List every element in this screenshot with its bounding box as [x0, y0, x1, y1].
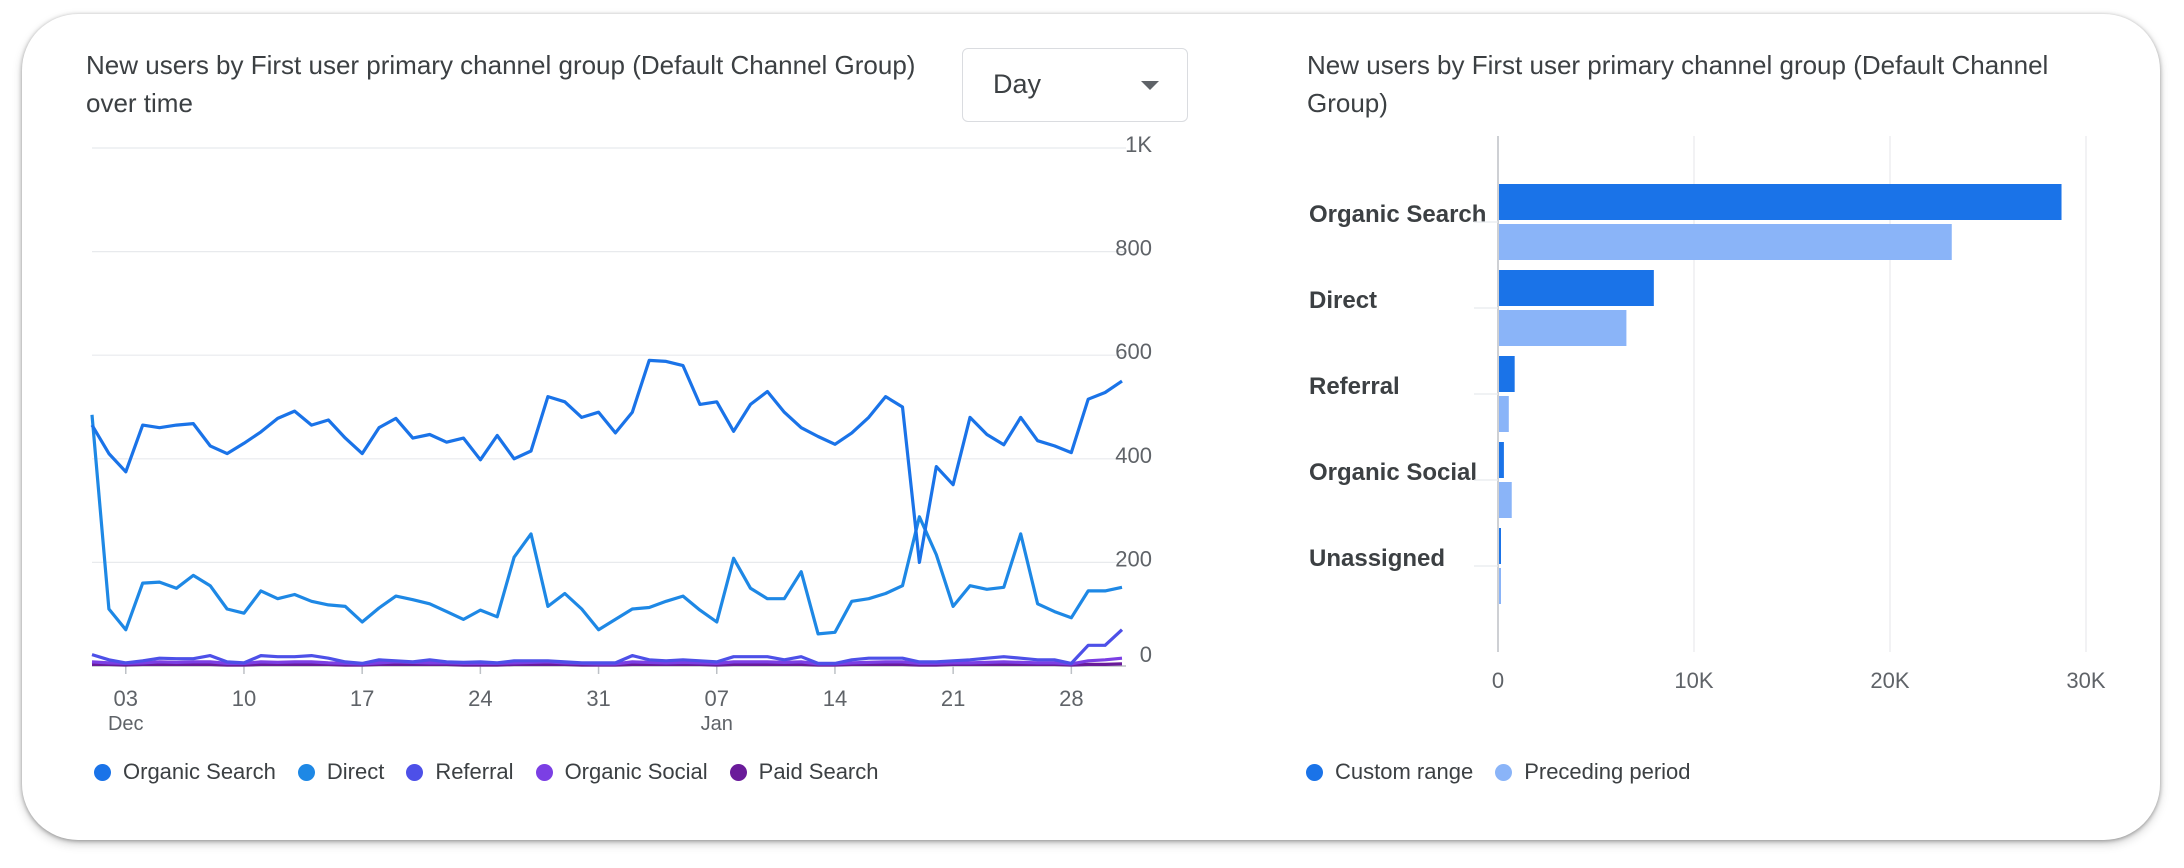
- category-label: Referral: [1309, 373, 1400, 400]
- bar-custom-range[interactable]: [1499, 528, 1501, 564]
- y-tick-label: 1K: [1125, 132, 1152, 157]
- y-tick-label: 600: [1115, 339, 1152, 364]
- x-tick-sublabel: Dec: [108, 713, 144, 735]
- report-card: New users by First user primary channel …: [22, 14, 2160, 840]
- x-tick-label: 10K: [1674, 668, 1713, 693]
- legend-label: Paid Search: [758, 759, 879, 784]
- legend-item[interactable]: Direct: [297, 759, 385, 785]
- x-tick-label: 21: [941, 686, 965, 711]
- bar-chart-title: New users by First user primary channel …: [1307, 50, 2049, 118]
- bar-preceding-period[interactable]: [1499, 310, 1627, 346]
- x-tick-label: 0: [1492, 668, 1504, 693]
- granularity-select[interactable]: Day: [962, 48, 1188, 122]
- series-line-referral: [91, 628, 1124, 666]
- legend-item[interactable]: Organic Social: [535, 759, 708, 785]
- category-label: Direct: [1309, 287, 1377, 314]
- bar-preceding-period[interactable]: [1499, 482, 1512, 518]
- bar-preceding-period[interactable]: [1499, 224, 1952, 260]
- x-tick-sublabel: Jan: [701, 713, 733, 735]
- legend-item[interactable]: Referral: [406, 759, 514, 785]
- x-tick-label: 31: [586, 686, 610, 711]
- line-chart-title: New users by First user primary channel …: [86, 50, 916, 118]
- bar-custom-range[interactable]: [1499, 442, 1504, 478]
- series-line-organic-search: [90, 358, 1123, 565]
- x-tick-label: 30K: [2066, 668, 2105, 693]
- y-tick-label: 0: [1140, 642, 1152, 667]
- category-label: Unassigned: [1309, 545, 1445, 572]
- y-tick-label: 800: [1115, 236, 1152, 261]
- legend-label: Organic Social: [564, 759, 708, 784]
- x-tick-label: 28: [1059, 686, 1083, 711]
- legend-item[interactable]: Organic Search: [94, 759, 276, 785]
- legend-item[interactable]: Paid Search: [729, 759, 879, 785]
- bar-preceding-period[interactable]: [1499, 568, 1501, 604]
- category-label: Organic Search: [1309, 201, 1486, 228]
- x-tick-label: 07: [705, 686, 729, 711]
- bar-custom-range[interactable]: [1499, 356, 1515, 392]
- legend-item[interactable]: Custom range: [1306, 759, 1473, 785]
- x-tick-label: 10: [232, 686, 256, 711]
- legend-label: Custom range: [1335, 759, 1474, 784]
- legend-dot-icon: [94, 763, 111, 781]
- legend-label: Direct: [326, 759, 385, 784]
- legend-dot-icon: [535, 763, 553, 781]
- x-tick-label: 14: [823, 686, 847, 711]
- caret-down-icon[interactable]: [1141, 81, 1159, 90]
- legend-dot-icon: [1495, 763, 1513, 781]
- legend-dot-icon: [297, 763, 315, 781]
- legend-label: Preceding period: [1524, 759, 1691, 784]
- series-line-direct: [90, 414, 1123, 636]
- x-tick-label: 17: [350, 686, 374, 711]
- legend-dot-icon: [406, 763, 424, 781]
- legend-item[interactable]: Preceding period: [1495, 759, 1691, 785]
- legend-label: Organic Search: [123, 759, 276, 784]
- bar-custom-range[interactable]: [1499, 270, 1654, 306]
- granularity-select-value: Day: [993, 69, 1042, 99]
- y-tick-label: 200: [1115, 546, 1152, 571]
- x-tick-label: 20K: [1870, 668, 1909, 693]
- legend-dot-icon: [729, 763, 747, 781]
- y-tick-label: 400: [1115, 443, 1152, 468]
- category-label: Organic Social: [1309, 459, 1477, 486]
- bar-preceding-period[interactable]: [1499, 396, 1509, 432]
- bar-chart-legend: Custom range Preceding period: [1306, 759, 1713, 785]
- legend-label: Referral: [435, 759, 514, 784]
- bar-custom-range[interactable]: [1499, 184, 2062, 220]
- x-tick-label: 03: [114, 686, 138, 711]
- legend-dot-icon: [1306, 763, 1323, 781]
- x-tick-label: 24: [468, 686, 492, 711]
- line-chart-legend: Organic Search Direct Referral Organic Soci…: [94, 759, 901, 785]
